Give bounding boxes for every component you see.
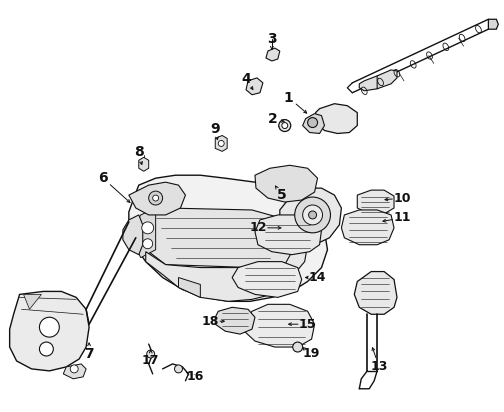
Circle shape (293, 342, 303, 352)
Polygon shape (341, 210, 394, 245)
Polygon shape (232, 262, 302, 297)
Polygon shape (242, 304, 314, 347)
Text: 17: 17 (142, 354, 159, 368)
Polygon shape (280, 188, 341, 245)
Circle shape (149, 191, 163, 205)
Polygon shape (316, 104, 357, 133)
Polygon shape (266, 48, 280, 61)
Text: 9: 9 (211, 122, 220, 136)
Text: 4: 4 (241, 72, 251, 86)
Polygon shape (488, 19, 498, 29)
Circle shape (218, 140, 224, 146)
Circle shape (143, 239, 153, 249)
Polygon shape (255, 165, 318, 202)
Polygon shape (357, 190, 394, 215)
Polygon shape (129, 175, 328, 301)
Text: 2: 2 (268, 112, 278, 126)
Circle shape (295, 197, 331, 233)
Polygon shape (24, 295, 41, 309)
Text: 14: 14 (309, 271, 326, 284)
Circle shape (174, 365, 182, 373)
Circle shape (308, 211, 317, 219)
Text: 6: 6 (98, 171, 108, 185)
Polygon shape (146, 208, 300, 267)
Text: 19: 19 (303, 347, 320, 360)
Text: 15: 15 (299, 318, 317, 331)
Text: 3: 3 (267, 32, 277, 46)
Polygon shape (359, 76, 384, 91)
Circle shape (279, 119, 291, 131)
Polygon shape (139, 157, 149, 171)
Polygon shape (246, 78, 263, 95)
Text: 16: 16 (186, 370, 204, 383)
Text: 13: 13 (370, 360, 388, 373)
Circle shape (39, 342, 53, 356)
Text: 11: 11 (393, 211, 411, 225)
Polygon shape (133, 208, 156, 258)
Text: 12: 12 (249, 221, 267, 234)
Polygon shape (123, 215, 143, 255)
Polygon shape (146, 238, 307, 301)
Circle shape (147, 350, 155, 358)
Polygon shape (215, 136, 227, 151)
Circle shape (307, 117, 318, 128)
Circle shape (142, 222, 154, 234)
Polygon shape (178, 278, 201, 297)
Polygon shape (354, 272, 397, 314)
Polygon shape (64, 364, 86, 379)
Circle shape (153, 195, 159, 201)
Polygon shape (215, 307, 255, 334)
Polygon shape (129, 182, 185, 215)
Circle shape (303, 205, 323, 225)
Text: 8: 8 (134, 145, 144, 159)
Polygon shape (10, 291, 89, 371)
Polygon shape (377, 70, 397, 89)
Text: 18: 18 (202, 315, 219, 328)
Text: 7: 7 (84, 347, 94, 361)
Circle shape (39, 317, 59, 337)
Text: 10: 10 (393, 192, 411, 204)
Text: 5: 5 (277, 188, 287, 202)
Circle shape (282, 122, 288, 129)
Polygon shape (255, 215, 322, 255)
Polygon shape (303, 114, 325, 133)
Text: 1: 1 (284, 91, 294, 105)
Circle shape (70, 365, 78, 373)
